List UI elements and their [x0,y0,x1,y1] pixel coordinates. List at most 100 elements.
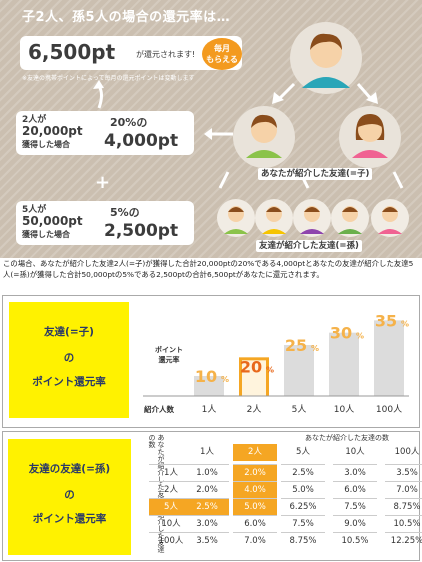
table-cell: 6.0% [333,481,377,498]
child-girl-icon [352,114,388,158]
chart-value-unit: % [221,375,229,384]
child-points: 20,000pt [22,124,83,138]
chart-value-unit: % [266,365,274,374]
table-cell: 4.0% [233,481,277,498]
grand-amount: 2,500pt [104,221,179,241]
child-people: 2人が [22,115,47,125]
child-amount: 4,000pt [104,131,179,151]
grand-rate: 5%の [110,206,140,219]
child-boy-icon [246,114,282,158]
table-cell: 6.0% [233,515,277,532]
table-col-header: 10人 [345,447,365,457]
table-cell: 2.0% [185,481,229,498]
monthly-badge: 毎月 もらえる [202,38,242,70]
table-col-header: 2人 [233,444,277,461]
total-suffix: が還元されます! [136,50,196,59]
chart-tick-label: 100人 [376,404,402,415]
table-cell: 5.0% [281,481,325,498]
grandchild-rate-section: 友達の友達(=孫) の ポイント還元率 あなたが紹介した友達の数 あなたが紹介し… [2,431,422,561]
table-cell: 2.5% [185,498,229,515]
table-cell: 12.25% [385,532,422,549]
chart-value-unit: % [401,319,409,328]
table-row-caption: あなたが紹介した友達が紹介した友達の数 [148,434,165,553]
table-cell: 8.75% [385,498,422,515]
grand-people: 5人が [22,205,47,215]
table-cell: 2.5% [281,464,325,481]
badge-line-2: もらえる [206,55,238,64]
chart-value-label: 10 [195,367,217,386]
chart-bar [284,345,314,396]
grand-acquired: 獲得した場合 [22,230,70,239]
explanation-text: この場合、あなたが紹介した友達2人(=子)が獲得した合計20,000ptの20%… [3,259,414,279]
grand-title-line-2: の [64,489,75,501]
child-points-box: 2人が 20,000pt 獲得した場合 20%の 4,000pt [16,111,194,155]
child-label: あなたが紹介した友達(=子) [258,168,373,180]
chart-value-unit: % [311,344,319,353]
chart-value-label: 20 [240,357,262,376]
table-cell: 10.5% [385,515,422,532]
table-cell: 3.5% [385,464,422,481]
chart-value-label: 35 [375,311,397,330]
child-title-line-1: 友達(=子) [44,326,94,338]
table-col-header: 100人 [394,447,420,457]
table-cell: 7.0% [385,481,422,498]
chart-tick-label: 1人 [202,404,217,415]
table-cell: 8.75% [281,532,325,549]
table-col-header: 1人 [200,447,214,457]
child-acquired: 獲得した場合 [22,140,70,149]
table-row-header: 2人 [149,481,193,498]
table-cell: 2.0% [233,464,277,481]
badge-line-1: 毎月 [214,44,230,53]
table-cell: 9.0% [333,515,377,532]
table-cell: 5.0% [233,498,277,515]
table-cell: 7.5% [281,515,325,532]
child-rate-section: 友達(=子) の ポイント還元率 ポイント 還元率 10% 1人 20% 2人 25% 5人 3… [2,295,420,428]
grandchild-icons [217,199,409,237]
people-illustration [204,22,409,237]
chart-bar [374,320,404,396]
child-title-line-3: ポイント還元率 [32,376,106,388]
chart-ylabel: ポイント [155,345,183,354]
chart-xlabel: 紹介人数 [144,404,174,414]
up-arrow-icon [93,80,104,109]
chart-value-label: 30 [330,324,352,343]
table-cell: 10.5% [333,532,377,549]
table-col-header: 5人 [296,447,310,457]
chart-tick-label: 10人 [334,404,354,415]
chart-bar [329,332,359,396]
table-cell: 3.0% [333,464,377,481]
table-cell: 1.0% [185,464,229,481]
plus-sign: + [95,172,111,193]
table-row-header: 1人 [149,464,193,481]
table-column-caption: あなたが紹介した友達の数 [305,434,389,442]
table-cell: 3.0% [185,515,229,532]
child-rate-chart: ポイント還元率 10 % 1人 20 % 2人 25 % 5人 30 % 10人 35 % 100人 紹介人数 [143,311,409,415]
chart-tick-label: 5人 [292,404,307,415]
table-cell: 7.0% [233,532,277,549]
table-cell: 6.25% [281,498,325,515]
grand-title-line-1: 友達の友達(=孫) [28,463,111,475]
grand-points: 50,000pt [22,214,83,228]
table-cell: 3.5% [185,532,229,549]
child-title-line-2: の [63,352,75,364]
child-rate: 20%の [110,116,148,129]
table-row-header: 100人 [149,532,193,549]
chart-value-label: 25 [285,336,307,355]
chart-tick-label: 2人 [247,404,262,415]
chart-ylabel: 還元率 [159,355,180,364]
table-cell: 7.5% [333,498,377,515]
chart-value-unit: % [356,332,364,341]
you-figure-icon [302,33,350,88]
chart-bar [194,376,224,396]
grandchild-points-box: 5人が 50,000pt 獲得した場合 5%の 2,500pt [16,201,194,245]
note-text: ※友達の携帯ポイントによって毎月の還元ポイントは変動します [22,75,195,82]
child-rate-title-panel: 友達(=子) の ポイント還元率 [9,302,129,418]
chart-bar-inner [242,360,266,396]
grand-title-line-3: ポイント還元率 [32,513,107,525]
infographic-panel: 子2人、孫5人の場合の還元率は… 6,500pt が還元されます! 毎月 もらえ… [0,0,422,258]
table-row-header: 10人 [149,515,193,532]
total-value: 6,500pt [28,40,116,64]
grandchild-label: 友達が紹介した友達(=孫) [256,240,362,252]
table-row-header: 5人 [149,498,193,515]
grandchild-rate-title-panel: 友達の友達(=孫) の ポイント還元率 [8,439,131,555]
